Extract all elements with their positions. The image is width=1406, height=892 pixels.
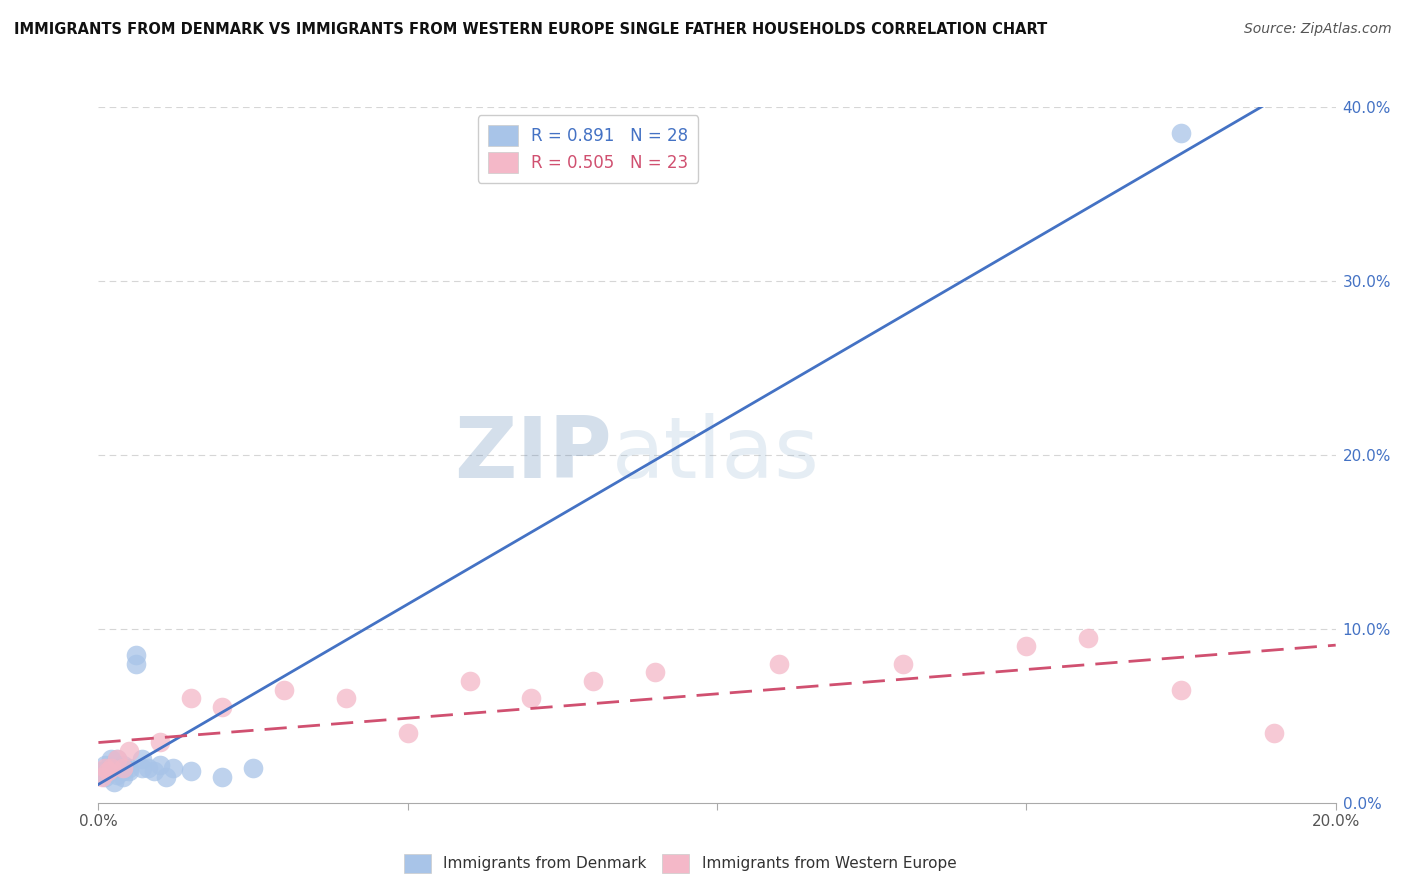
Point xyxy=(136,761,159,775)
Point xyxy=(211,700,233,714)
Point xyxy=(891,657,914,671)
Point xyxy=(118,764,141,779)
Point xyxy=(211,770,233,784)
Point xyxy=(1077,631,1099,645)
Point xyxy=(93,770,115,784)
Point xyxy=(396,726,419,740)
Point xyxy=(93,757,115,772)
Text: Source: ZipAtlas.com: Source: ZipAtlas.com xyxy=(1244,22,1392,37)
Point xyxy=(1263,726,1285,740)
Point xyxy=(768,657,790,671)
Text: ZIP: ZIP xyxy=(454,413,612,497)
Point xyxy=(335,691,357,706)
Point xyxy=(155,770,177,784)
Text: IMMIGRANTS FROM DENMARK VS IMMIGRANTS FROM WESTERN EUROPE SINGLE FATHER HOUSEHOL: IMMIGRANTS FROM DENMARK VS IMMIGRANTS FR… xyxy=(14,22,1047,37)
Point xyxy=(118,761,141,775)
Point xyxy=(90,770,112,784)
Point xyxy=(149,757,172,772)
Point xyxy=(103,775,125,789)
Point xyxy=(112,764,135,779)
Point xyxy=(105,761,128,775)
Point xyxy=(100,761,122,775)
Point xyxy=(644,665,666,680)
Point xyxy=(180,691,202,706)
Point xyxy=(1015,639,1038,653)
Point xyxy=(180,764,202,779)
Point xyxy=(1170,126,1192,140)
Point xyxy=(458,674,481,689)
Legend: Immigrants from Denmark, Immigrants from Western Europe: Immigrants from Denmark, Immigrants from… xyxy=(398,847,963,879)
Point xyxy=(100,752,122,766)
Point xyxy=(242,761,264,775)
Point xyxy=(582,674,605,689)
Point xyxy=(118,744,141,758)
Point xyxy=(124,657,146,671)
Point xyxy=(273,682,295,697)
Point xyxy=(131,752,153,766)
Point xyxy=(112,761,135,775)
Point xyxy=(105,752,128,766)
Point xyxy=(520,691,543,706)
Point xyxy=(1170,682,1192,697)
Point xyxy=(93,761,115,775)
Point xyxy=(149,735,172,749)
Point xyxy=(105,752,128,766)
Text: atlas: atlas xyxy=(612,413,820,497)
Point xyxy=(112,757,135,772)
Point xyxy=(112,770,135,784)
Point xyxy=(131,761,153,775)
Point xyxy=(143,764,166,779)
Point xyxy=(100,764,122,779)
Point xyxy=(162,761,184,775)
Point xyxy=(105,768,128,782)
Point xyxy=(97,764,120,779)
Point xyxy=(97,761,120,775)
Point xyxy=(124,648,146,662)
Point xyxy=(90,764,112,779)
